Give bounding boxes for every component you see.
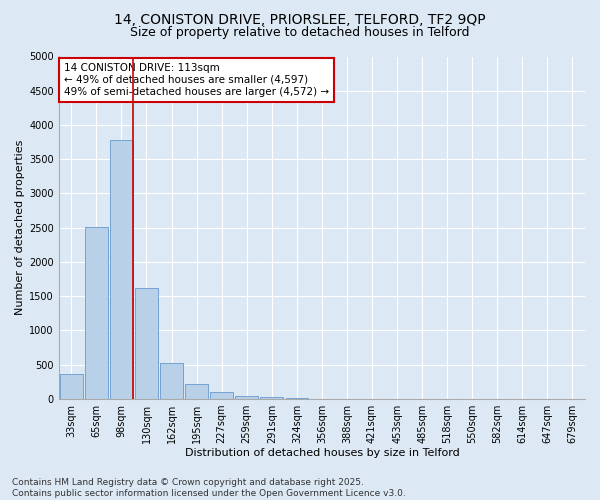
Text: Size of property relative to detached houses in Telford: Size of property relative to detached ho…: [130, 26, 470, 39]
Bar: [185, 384, 208, 399]
X-axis label: Distribution of detached houses by size in Telford: Distribution of detached houses by size …: [185, 448, 459, 458]
Text: Contains HM Land Registry data © Crown copyright and database right 2025.
Contai: Contains HM Land Registry data © Crown c…: [12, 478, 406, 498]
Bar: [211, 392, 233, 399]
Bar: [235, 396, 258, 399]
Y-axis label: Number of detached properties: Number of detached properties: [15, 140, 25, 316]
Bar: [260, 397, 283, 399]
Bar: [160, 362, 183, 399]
Bar: [60, 374, 83, 399]
Bar: [110, 140, 133, 399]
Bar: [85, 227, 107, 399]
Bar: [286, 398, 308, 399]
Text: 14 CONISTON DRIVE: 113sqm
← 49% of detached houses are smaller (4,597)
49% of se: 14 CONISTON DRIVE: 113sqm ← 49% of detac…: [64, 64, 329, 96]
Bar: [135, 288, 158, 399]
Text: 14, CONISTON DRIVE, PRIORSLEE, TELFORD, TF2 9QP: 14, CONISTON DRIVE, PRIORSLEE, TELFORD, …: [114, 12, 486, 26]
